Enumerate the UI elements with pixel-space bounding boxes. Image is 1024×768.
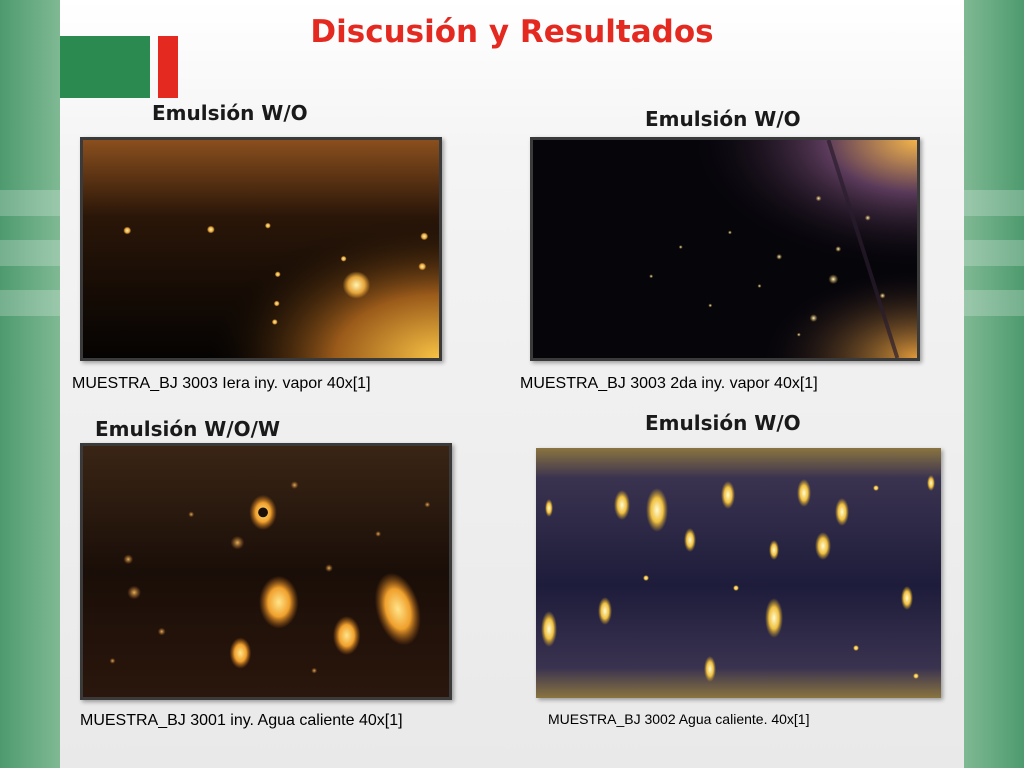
panel-4-micrograph	[536, 448, 941, 698]
panel-2-heading: Emulsión W/O	[645, 107, 801, 131]
slide: Discusión y Resultados Emulsión W/O	[60, 0, 964, 768]
panel-2-caption: MUESTRA_BJ 3003 2da iny. vapor 40x[1]	[520, 375, 818, 392]
panel-3-heading: Emulsión W/O/W	[95, 417, 281, 441]
panel-4-heading: Emulsión W/O	[645, 411, 801, 435]
right-decor-band	[964, 0, 1024, 768]
left-decor-band	[0, 0, 60, 768]
panel-1-micrograph	[80, 137, 442, 361]
panel-1-heading: Emulsión W/O	[152, 101, 308, 125]
slide-title: Discusión y Resultados	[310, 14, 714, 50]
logo-green-block	[60, 36, 150, 98]
logo-red-bar	[158, 36, 178, 98]
panel-3-caption: MUESTRA_BJ 3001 iny. Agua caliente 40x[1…	[80, 712, 403, 729]
panel-2-micrograph	[530, 137, 920, 361]
panel-4-caption: MUESTRA_BJ 3002 Agua caliente. 40x[1]	[548, 711, 810, 727]
panel-3-micrograph	[80, 443, 452, 700]
panel-1-caption: MUESTRA_BJ 3003 Iera iny. vapor 40x[1]	[72, 375, 371, 392]
